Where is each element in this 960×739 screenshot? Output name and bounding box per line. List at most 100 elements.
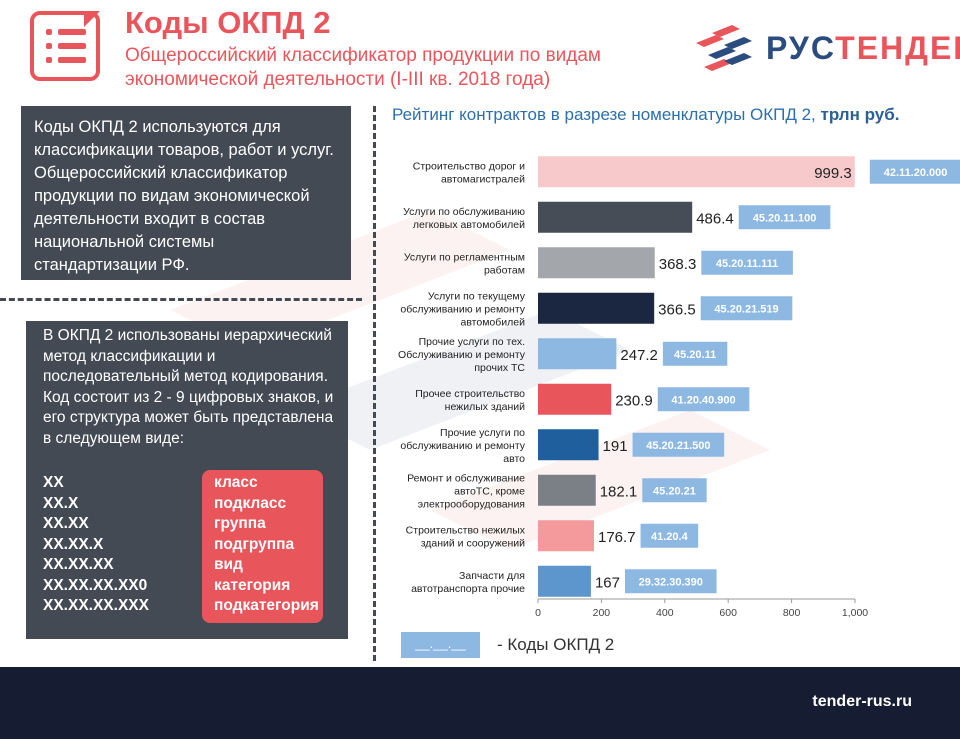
x-tick-label: 0	[535, 607, 541, 619]
footer: tender-rus.ru	[0, 667, 960, 739]
code-format: ХХ.ХХ.ХХ	[43, 556, 114, 573]
code-label: 29.32.30.390	[639, 576, 703, 588]
category-label: автомобилей	[461, 316, 526, 328]
page-title: Коды ОКПД 2	[125, 5, 331, 40]
code-format: ХХ.ХХ	[43, 515, 89, 532]
bar	[538, 247, 655, 279]
category-label: прочих ТС	[474, 362, 525, 374]
legend-label: - Коды ОКПД 2	[497, 635, 615, 654]
bar	[538, 565, 591, 597]
value-label: 230.9	[615, 392, 653, 409]
horizontal-divider	[0, 298, 362, 301]
bar	[538, 156, 855, 188]
vertical-divider	[373, 106, 376, 661]
code-label: 45.20.11.111	[716, 258, 778, 270]
chart-title-text: Рейтинг контрактов в разрезе номенклатур…	[392, 105, 816, 124]
code-label: 41.20.40.900	[671, 394, 735, 406]
bar	[538, 429, 599, 461]
code-format: ХХ	[43, 474, 64, 491]
value-label: 176.7	[598, 529, 636, 546]
level-name: категория	[214, 576, 291, 594]
code-format: ХХ.Х	[43, 494, 79, 512]
chart-title-units: трлн руб.	[820, 105, 900, 124]
legend-swatch-text: __.__.__	[415, 636, 466, 651]
code-badge	[642, 478, 707, 503]
brand-name-left: РУС	[766, 30, 836, 66]
category-label: Прочие услуги по тех.	[419, 336, 525, 348]
x-tick-label: 200	[593, 607, 611, 619]
category-label: автотранспорта прочие	[411, 583, 525, 595]
category-label: Прочее строительство	[415, 388, 525, 400]
value-label: 368.3	[659, 256, 697, 273]
level-name: группа	[214, 515, 266, 532]
level-name: подкатегория	[214, 597, 319, 614]
brand-name-right: ТЕНДЕР	[835, 30, 960, 66]
chart-title: Рейтинг контрактов в разрезе номенклатур…	[392, 105, 899, 125]
x-tick-label: 600	[719, 607, 737, 619]
value-label: 182.1	[600, 483, 638, 500]
info-panel-structure-text: В ОКПД 2 использованы иерархический мето…	[43, 327, 334, 447]
value-label: 247.2	[620, 347, 658, 364]
code-format-list: ХХ ХХ.Х ХХ.ХХ ХХ.ХХ.Х ХХ.ХХ.ХХ ХХ.ХХ.ХХ.…	[43, 473, 149, 617]
value-label: 366.5	[658, 301, 696, 318]
code-badge	[662, 341, 728, 366]
bar	[538, 474, 596, 506]
bar	[538, 520, 595, 552]
document-list-icon	[30, 11, 100, 81]
info-panel-structure: В ОКПД 2 использованы иерархический мето…	[26, 321, 348, 639]
bar	[538, 292, 655, 324]
code-badge	[632, 432, 725, 457]
category-label: автомагистралей	[441, 173, 525, 185]
x-tick-label: 1,000	[842, 607, 868, 619]
level-name: подгруппа	[214, 535, 295, 553]
category-label: обслуживанию и ремонту	[400, 303, 525, 315]
code-format: ХХ.ХХ.Х	[43, 535, 104, 553]
code-badge	[657, 387, 750, 412]
level-name: подкласс	[214, 494, 287, 512]
category-label: Строительство нежилых	[406, 524, 526, 536]
value-label: 999.3	[814, 165, 852, 182]
category-label: нежилых зданий	[445, 401, 525, 413]
bar	[538, 338, 617, 370]
info-panel-usage-text: Коды ОКПД 2 используются для классификац…	[34, 118, 334, 274]
category-label: Строительство дорог и	[413, 160, 525, 172]
category-label: Услуги по текущему	[428, 290, 526, 302]
code-label: 42.11.20.000	[884, 167, 948, 179]
rustender-logo-icon	[696, 25, 752, 71]
info-panel-usage: Коды ОКПД 2 используются для классификац…	[21, 106, 351, 280]
category-label: Ремонт и обслуживание	[407, 472, 525, 484]
code-format: ХХ.ХХ.ХХ.ХХХ	[43, 597, 149, 614]
code-badge	[701, 250, 793, 275]
code-label: 45.20.21	[653, 485, 696, 497]
category-label: легковых автомобилей	[413, 219, 525, 231]
page-subtitle: Общероссийский классификатор продукции п…	[125, 45, 601, 90]
category-label: Обслуживанию и ремонту	[398, 349, 526, 361]
level-names-box: класс подкласс группа подгруппа вид кате…	[202, 470, 323, 623]
code-label: 41.20.4	[651, 531, 689, 543]
x-tick-label: 400	[656, 607, 674, 619]
category-label: Запчасти для	[459, 570, 525, 582]
category-label: зданий и сооружений	[421, 537, 525, 549]
x-tick-label: 800	[783, 607, 801, 619]
category-label: электрооборудования	[418, 498, 525, 510]
code-format: ХХ.ХХ.ХХ.ХХ0	[43, 576, 148, 594]
level-name: класс	[214, 474, 258, 491]
category-label: авто	[503, 453, 525, 465]
code-label: 45.20.11.100	[753, 212, 817, 224]
brand-name: РУСТЕНДЕР	[766, 30, 960, 67]
value-label: 191	[603, 438, 628, 455]
code-label: 45.20.21.519	[714, 303, 778, 315]
code-badge	[738, 205, 831, 230]
bar	[538, 201, 693, 233]
bar	[538, 383, 612, 415]
code-label: 45.20.11	[674, 349, 716, 361]
category-label: автоТС, кроме	[454, 485, 525, 497]
value-label: 167	[595, 574, 620, 591]
category-label: Услуги по регламентным	[404, 251, 525, 263]
legend-swatch: __.__.__	[401, 632, 480, 658]
code-badge	[869, 159, 960, 184]
value-label: 486.4	[696, 210, 734, 227]
category-label: Прочие услуги по	[440, 427, 525, 439]
category-label: Услуги по обслуживанию	[403, 206, 525, 218]
